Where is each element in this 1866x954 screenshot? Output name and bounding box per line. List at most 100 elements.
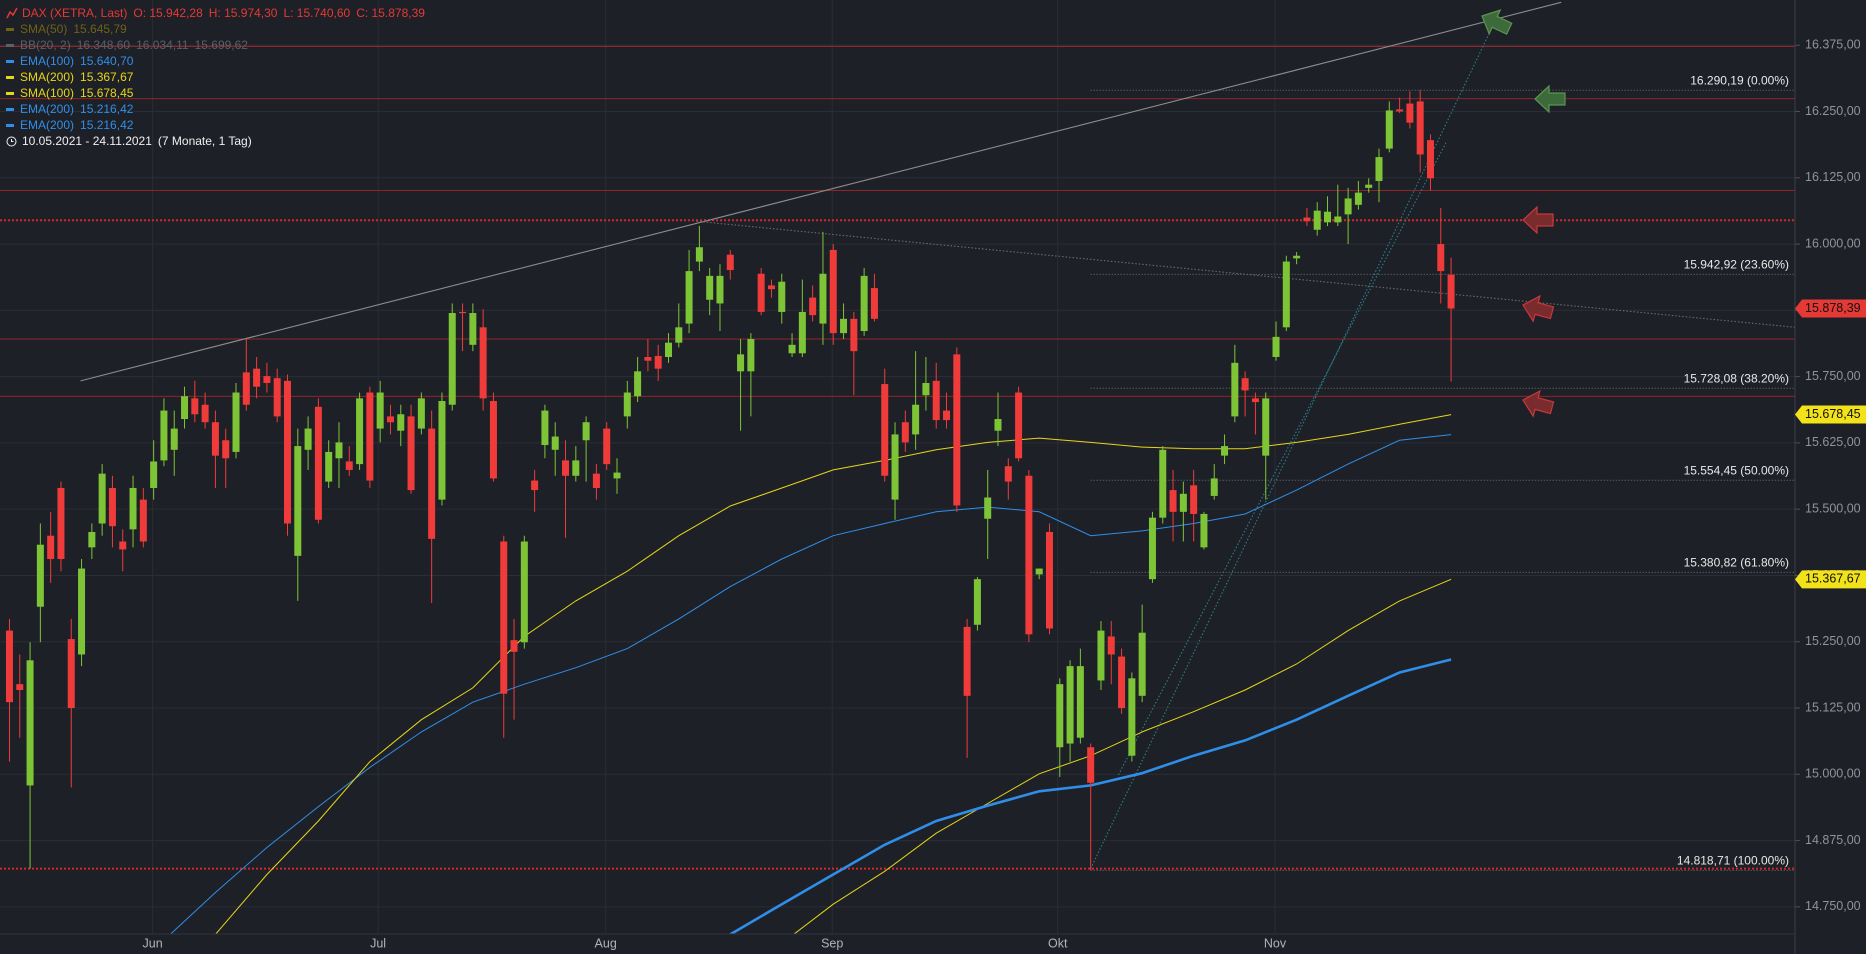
candle-body bbox=[1045, 531, 1053, 629]
candle-body bbox=[562, 460, 570, 476]
candle-body bbox=[1138, 632, 1146, 696]
candle-body bbox=[623, 392, 631, 417]
price-badge-label: 15.367,67 bbox=[1805, 572, 1861, 586]
candle-body bbox=[737, 354, 745, 372]
candle-body bbox=[973, 579, 981, 625]
candle-body bbox=[1066, 666, 1074, 744]
candle-body bbox=[78, 568, 86, 655]
candle-body bbox=[417, 398, 425, 429]
arrow bbox=[1534, 84, 1566, 114]
axes: 14.750,00 14.875,00 15.000,00 15.125,00 15.2… bbox=[143, 38, 1866, 950]
candle-body bbox=[1251, 398, 1259, 403]
candle-body bbox=[767, 285, 775, 290]
candle-body bbox=[706, 275, 714, 300]
candle-body bbox=[994, 419, 1002, 431]
candle-body bbox=[1406, 103, 1414, 123]
candle-body bbox=[695, 247, 703, 262]
candle-body bbox=[201, 404, 209, 423]
candle-body bbox=[644, 357, 652, 361]
x-tick-label: Okt bbox=[1048, 936, 1068, 950]
candle-body bbox=[860, 275, 868, 332]
y-tick-label: 16.250,00 bbox=[1805, 104, 1861, 118]
legend-value: 15.699,62 bbox=[194, 38, 248, 52]
candle-body bbox=[283, 380, 291, 524]
candle-body bbox=[757, 273, 765, 312]
legend-swatch bbox=[6, 43, 14, 47]
legend-swatch bbox=[6, 27, 14, 31]
candle-body bbox=[1200, 513, 1208, 548]
price-badge-label: 15.878,39 bbox=[1805, 301, 1861, 315]
candle-body bbox=[1076, 666, 1084, 738]
legend-value: 15.678,45 bbox=[80, 86, 134, 100]
indicator-line bbox=[215, 414, 1452, 934]
candle-body bbox=[603, 428, 611, 465]
legend-value: 15.640,70 bbox=[80, 54, 134, 68]
candle-body bbox=[36, 544, 44, 607]
candle-body bbox=[1354, 192, 1362, 205]
legend-swatch bbox=[6, 75, 14, 79]
candle-body bbox=[922, 382, 930, 396]
candle-body bbox=[1035, 568, 1043, 575]
legend-value: 15.367,67 bbox=[80, 70, 134, 84]
period-row: 10.05.2021 - 24.11.2021 (7 Monate, 1 Tag… bbox=[6, 133, 431, 149]
candle-body bbox=[778, 281, 786, 312]
plot bbox=[0, 1, 1795, 934]
x-tick-label: Jul bbox=[370, 936, 386, 950]
candle-body bbox=[932, 380, 940, 421]
candle-body bbox=[325, 451, 333, 482]
candle-body bbox=[520, 541, 528, 643]
candle-body bbox=[139, 499, 147, 542]
legend-row: EMA(200) 15.216,42 bbox=[6, 101, 431, 117]
fib-label: 16.290,19 (0.00%) bbox=[1690, 73, 1789, 87]
y-tick-label: 15.625,00 bbox=[1805, 435, 1861, 449]
fib-label: 15.728,08 (38.20%) bbox=[1684, 371, 1789, 385]
ohlc-label: C: 15.878,39 bbox=[356, 6, 425, 20]
candle-body bbox=[1190, 485, 1198, 514]
candle-body bbox=[1025, 475, 1033, 635]
candle-body bbox=[108, 487, 116, 527]
candle-body bbox=[1385, 110, 1393, 149]
candle-body bbox=[1210, 478, 1218, 496]
legend-swatch bbox=[6, 91, 14, 95]
fib-label: 15.380,82 (61.80%) bbox=[1684, 556, 1789, 570]
legend-value: 15.645,79 bbox=[73, 22, 127, 36]
legend-name: EMA(200) bbox=[20, 102, 75, 116]
candle-body bbox=[912, 404, 920, 435]
candle-body bbox=[222, 440, 230, 459]
candle-body bbox=[798, 311, 806, 354]
legend-row: SMA(50) 15.645,79 bbox=[6, 21, 431, 37]
candle-body bbox=[448, 312, 456, 405]
candle-body bbox=[551, 436, 559, 450]
duration: (7 Monate, 1 Tag) bbox=[157, 134, 252, 148]
candle-body bbox=[253, 368, 261, 387]
candle-body bbox=[1324, 211, 1332, 223]
candle-body bbox=[1107, 636, 1115, 655]
y-tick-label: 16.375,00 bbox=[1805, 38, 1861, 52]
legend-row: EMA(100) 15.640,70 bbox=[6, 53, 431, 69]
candle-body bbox=[819, 273, 827, 324]
header-row: DAX (XETRA, Last) O: 15.942,28 H: 15.974… bbox=[6, 5, 431, 21]
indicator-line bbox=[169, 434, 1452, 934]
x-tick-label: Jun bbox=[143, 936, 163, 950]
candle-body bbox=[1396, 109, 1404, 112]
candle-body bbox=[963, 626, 971, 696]
candle-body bbox=[870, 288, 878, 319]
candle-body bbox=[809, 297, 817, 316]
arrow bbox=[1522, 294, 1555, 323]
candle-body bbox=[1303, 217, 1311, 222]
candle-body bbox=[500, 541, 508, 694]
candle-body bbox=[1293, 255, 1301, 259]
candle-body bbox=[160, 410, 168, 461]
arrows bbox=[1481, 9, 1566, 418]
candle-body bbox=[1426, 140, 1434, 179]
candle-body bbox=[5, 630, 13, 703]
price-badge bbox=[1795, 405, 1866, 424]
candle-body bbox=[1128, 678, 1136, 756]
candle-body bbox=[407, 416, 415, 491]
candle-body bbox=[150, 461, 158, 488]
candle-body bbox=[1169, 490, 1177, 512]
candle-body bbox=[335, 442, 343, 459]
candle-body bbox=[685, 271, 693, 324]
candle-body bbox=[345, 461, 353, 470]
